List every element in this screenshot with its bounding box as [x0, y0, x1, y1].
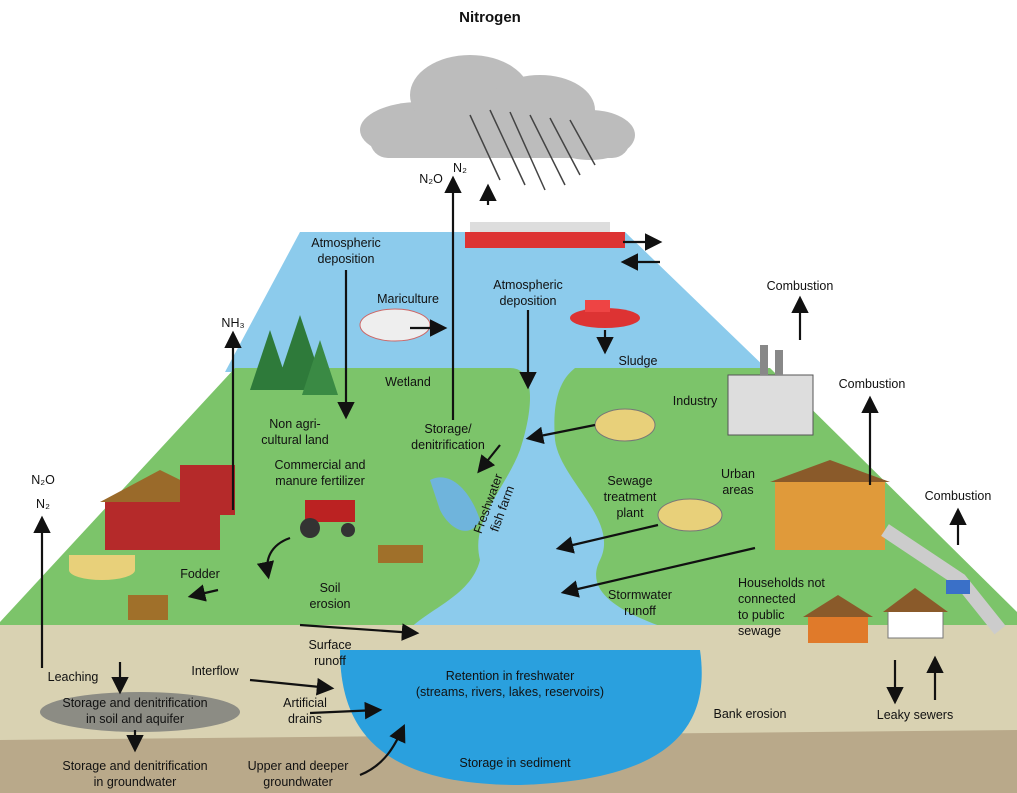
label: N₂	[453, 161, 467, 175]
label-line: Retention in freshwater	[446, 669, 575, 683]
label-line: in soil and aquifer	[86, 712, 184, 726]
label-line: sewage	[738, 624, 781, 638]
label: Storage in sediment	[459, 756, 571, 770]
label-line: Atmospheric	[493, 278, 562, 292]
label: Combustion	[925, 489, 992, 503]
label-line: areas	[722, 483, 753, 497]
label-line: Fodder	[180, 567, 220, 581]
label-line: Households not	[738, 576, 825, 590]
label-line: deposition	[318, 252, 375, 266]
label: Leaching	[48, 670, 99, 684]
label: Mariculture	[377, 292, 439, 306]
label-line: Soil	[320, 581, 341, 595]
label: NH₃	[221, 316, 244, 330]
label-line: Storage and denitrification	[62, 759, 207, 773]
label: Combustion	[767, 279, 834, 293]
label: Interflow	[191, 664, 239, 678]
label-line: to public	[738, 608, 785, 622]
label-line: Combustion	[839, 377, 906, 391]
label-line: Upper and deeper	[248, 759, 349, 773]
label-line: cultural land	[261, 433, 328, 447]
label-line: Non agri-	[269, 417, 320, 431]
label-line: Industry	[673, 394, 718, 408]
page: Nitrogen N₂O N₂ Atmospheric deposition Ma…	[0, 0, 1017, 793]
label-line: plant	[616, 506, 644, 520]
label-line: Surface	[308, 638, 351, 652]
label-line: Wetland	[385, 375, 431, 389]
label-line: Artificial	[283, 696, 327, 710]
label-line: erosion	[310, 597, 351, 611]
label: Industry	[673, 394, 718, 408]
label-line: deposition	[500, 294, 557, 308]
label: Sludge	[619, 354, 658, 368]
label-line: N₂O	[31, 473, 55, 487]
label-line: connected	[738, 592, 796, 606]
label: N₂O	[419, 172, 443, 186]
cloud	[360, 55, 635, 160]
label-line: (streams, rivers, lakes, reservoirs)	[416, 685, 604, 699]
label-line: Bank erosion	[714, 707, 787, 721]
label-line: Storage in sediment	[459, 756, 571, 770]
label-line: runoff	[314, 654, 346, 668]
label-line: NH₃	[221, 316, 244, 330]
label-line: drains	[288, 712, 322, 726]
label-line: Sludge	[619, 354, 658, 368]
label-line: Interflow	[191, 664, 239, 678]
label: Leaky sewers	[877, 708, 953, 722]
label: N₂	[36, 497, 50, 511]
label: Bank erosion	[714, 707, 787, 721]
label: Fodder	[180, 567, 220, 581]
label-line: Commercial and	[274, 458, 365, 472]
label-line: N₂O	[419, 172, 443, 186]
label-line: Combustion	[767, 279, 834, 293]
label-line: Storage/	[424, 422, 472, 436]
diagram: Nitrogen N₂O N₂ Atmospheric deposition Ma…	[0, 0, 1017, 793]
label-line: Atmospheric	[311, 236, 380, 250]
label-line: N₂	[453, 161, 467, 175]
label-line: in groundwater	[94, 775, 177, 789]
label-line: Sewage	[607, 474, 652, 488]
label-line: manure fertilizer	[275, 474, 365, 488]
title: Nitrogen	[459, 9, 521, 26]
label: Combustion	[839, 377, 906, 391]
label: N₂O	[31, 473, 55, 487]
label-line: treatment	[604, 490, 657, 504]
label-line: runoff	[624, 604, 656, 618]
label-line: groundwater	[263, 775, 333, 789]
label-line: Leaky sewers	[877, 708, 953, 722]
label-line: Stormwater	[608, 588, 672, 602]
label-line: Leaching	[48, 670, 99, 684]
label-line: Mariculture	[377, 292, 439, 306]
label-line: N₂	[36, 497, 50, 511]
label-line: denitrification	[411, 438, 485, 452]
label-line: Storage and denitrification	[62, 696, 207, 710]
label: Wetland	[385, 375, 431, 389]
label-line: Urban	[721, 467, 755, 481]
label-line: Combustion	[925, 489, 992, 503]
